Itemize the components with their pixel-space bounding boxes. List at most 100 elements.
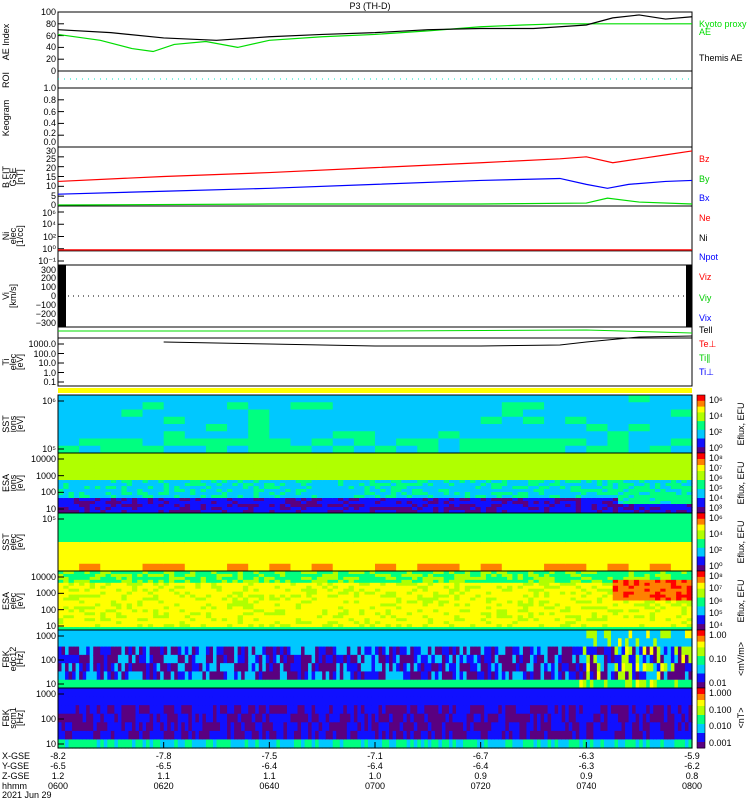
heatmap-cell	[258, 588, 265, 593]
heatmap-cell	[248, 609, 255, 613]
heatmap-cell	[570, 462, 577, 466]
heatmap-cell	[470, 585, 476, 590]
heatmap-cell	[507, 627, 513, 631]
heatmap-cell	[676, 471, 683, 475]
heatmap-cell	[274, 585, 281, 590]
heatmap-cell	[528, 495, 535, 499]
heatmap-cell	[253, 471, 260, 475]
heatmap-cell	[670, 431, 693, 440]
heatmap-cell	[131, 501, 138, 505]
heatmap-cell	[618, 468, 624, 472]
heatmap-cell	[353, 627, 360, 631]
heatmap-cell	[184, 573, 191, 578]
heatmap-cell	[242, 453, 249, 457]
heatmap-cell	[359, 504, 366, 508]
heatmap-cell	[644, 477, 651, 481]
heatmap-cell	[411, 576, 418, 581]
heatmap-cell	[227, 501, 233, 505]
heatmap-cell	[327, 465, 334, 469]
heatmap-cell	[359, 486, 366, 490]
heatmap-cell	[116, 571, 122, 575]
heatmap-cell	[549, 489, 556, 493]
heatmap-cell	[396, 486, 403, 490]
heatmap-cell	[174, 609, 181, 613]
heatmap-cell	[253, 510, 260, 514]
heatmap-cell	[575, 471, 582, 475]
heatmap-cell	[544, 507, 550, 511]
heatmap-cell	[448, 579, 455, 584]
heatmap-cell	[396, 438, 418, 447]
heatmap-cell	[94, 606, 101, 610]
heatmap-cell	[475, 585, 482, 590]
heatmap-cell	[565, 609, 572, 613]
heatmap-cell	[411, 480, 418, 484]
heatmap-cell	[301, 507, 307, 511]
heatmap-cell	[200, 618, 207, 622]
heatmap-cell	[248, 627, 255, 631]
heatmap-cell	[84, 489, 91, 493]
heatmap-cell	[89, 594, 96, 599]
heatmap-cell	[316, 600, 323, 605]
heatmap-cell	[459, 468, 466, 472]
heatmap-cell	[158, 456, 165, 460]
heatmap-cell	[491, 594, 498, 599]
heatmap-cell	[184, 453, 191, 457]
heatmap-cell	[380, 480, 387, 484]
heatmap-cell	[676, 507, 683, 511]
heatmap-cell	[491, 477, 498, 481]
heatmap-cell	[168, 492, 175, 496]
heatmap-cell	[602, 483, 609, 487]
heatmap-cell	[116, 468, 122, 472]
heatmap-cell	[306, 624, 313, 628]
heatmap-cell	[253, 588, 260, 593]
heatmap-cell	[385, 459, 392, 463]
heatmap-cell	[417, 395, 439, 403]
heatmap-cell	[316, 492, 323, 496]
heatmap-cell	[306, 501, 313, 505]
heatmap-cell	[533, 480, 540, 484]
heatmap-cell	[163, 409, 186, 418]
heatmap-cell	[248, 501, 255, 505]
heatmap-cell	[84, 594, 91, 599]
heatmap-cell	[248, 624, 255, 628]
heatmap-cell	[628, 477, 635, 481]
heatmap-cell	[290, 409, 313, 418]
heatmap-cell	[142, 424, 165, 432]
heatmap-cell	[338, 459, 344, 463]
heatmap-cell	[448, 606, 455, 610]
heatmap-cell	[116, 462, 122, 466]
heatmap-cell	[73, 486, 80, 490]
heatmap-cell	[295, 474, 302, 478]
heatmap-cell	[131, 571, 138, 575]
heatmap-cell	[401, 621, 408, 625]
heatmap-cell	[396, 600, 403, 605]
heatmap-cell	[385, 573, 392, 578]
heatmap-cell	[285, 621, 292, 625]
heatmap-cell	[343, 471, 350, 475]
heatmap-cell	[649, 395, 672, 403]
heatmap-cell	[174, 462, 181, 466]
heatmap-cell	[538, 576, 545, 581]
heatmap-cell	[248, 542, 270, 550]
heatmap-cell	[602, 507, 609, 511]
heatmap-cell	[348, 606, 355, 610]
heatmap-cell	[464, 468, 471, 472]
heatmap-cell	[501, 471, 508, 475]
heatmap-cell	[565, 498, 572, 502]
heatmap-cell	[227, 507, 233, 511]
heatmap-cell	[248, 409, 270, 418]
heatmap-cell	[649, 527, 672, 536]
heatmap-cell	[200, 459, 207, 463]
heatmap-cell	[375, 571, 381, 575]
heatmap-cell	[454, 507, 461, 511]
heatmap-cell	[227, 409, 249, 418]
heatmap-cell	[565, 462, 572, 466]
heatmap-cell	[100, 486, 107, 490]
heatmap-cell	[79, 416, 101, 425]
heatmap-cell	[73, 480, 80, 484]
heatmap-cell	[295, 615, 302, 619]
heatmap-cell	[596, 486, 603, 490]
heatmap-cell	[195, 600, 202, 605]
heatmap-cell	[396, 534, 418, 543]
heatmap-cell	[131, 606, 138, 610]
